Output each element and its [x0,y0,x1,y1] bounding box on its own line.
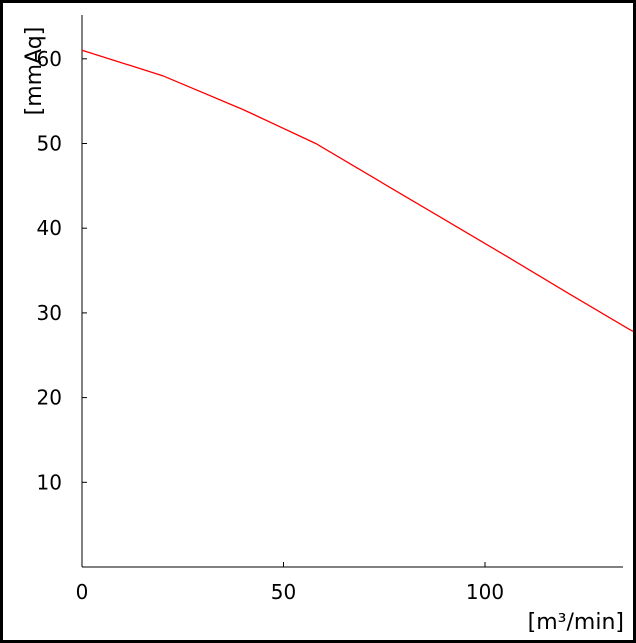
x-axis-title: [m³/min] [528,610,624,635]
y-tick-label: 40 [37,216,62,240]
x-tick-label: 100 [466,580,504,604]
series-line [81,49,633,333]
y-axis-title: [mmAq] [22,27,47,116]
series-layer [81,49,633,333]
y-tick-group: 10 20 30 40 50 60 [37,47,87,494]
y-tick-label: 30 [37,301,62,325]
x-tick-label: 0 [76,580,89,604]
x-tick-label: 50 [271,580,296,604]
y-tick-label: 60 [37,47,62,71]
y-tick-label: 10 [37,470,62,494]
y-tick-label: 50 [37,132,62,156]
x-tick-group: 050100150200250 [76,562,504,604]
y-tick-label: 20 [37,386,62,410]
